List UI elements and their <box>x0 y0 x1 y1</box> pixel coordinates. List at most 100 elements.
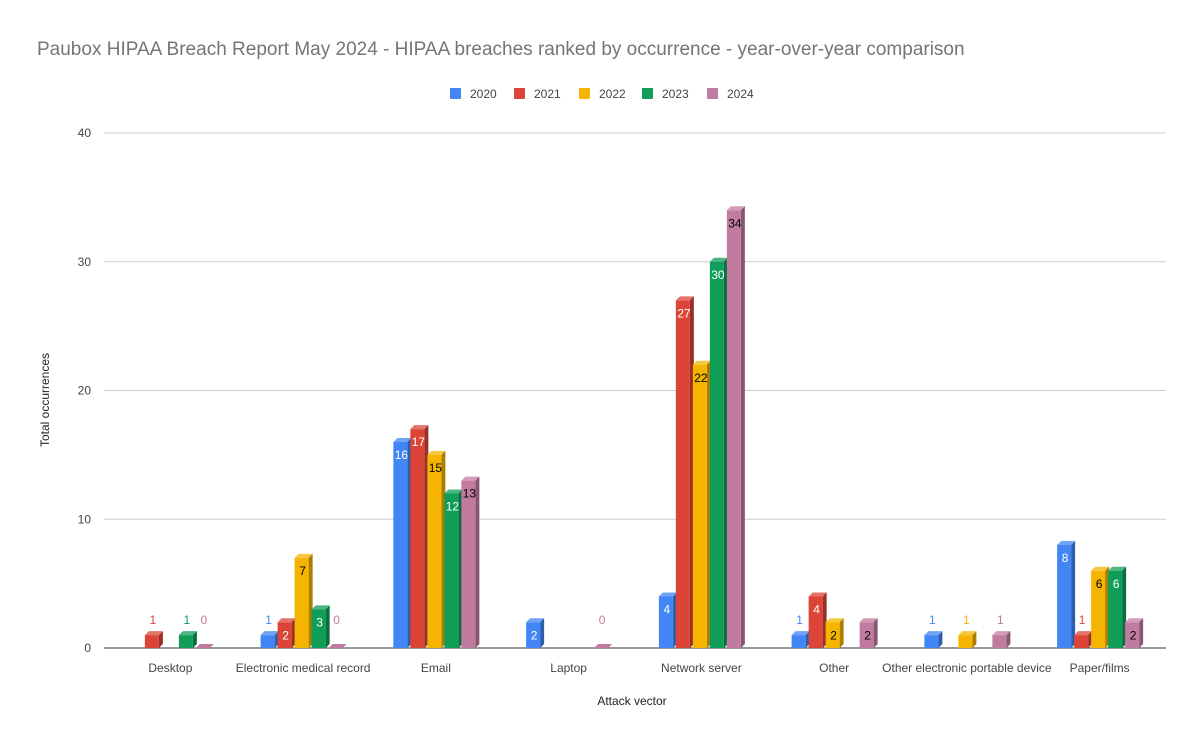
bar: 4 <box>808 592 827 648</box>
data-label: 6 <box>1113 577 1120 591</box>
legend-label: 2020 <box>470 87 497 101</box>
bar: 30 <box>709 257 728 648</box>
legend-label: 2021 <box>534 87 561 101</box>
data-label: 0 <box>333 613 340 627</box>
bar-face <box>726 210 741 648</box>
bar-face <box>526 622 541 648</box>
data-label: 7 <box>299 564 306 578</box>
bar-face <box>461 480 476 648</box>
bar: 1 <box>791 613 810 648</box>
bar-top <box>260 631 279 636</box>
bar-top <box>709 257 728 262</box>
bar-face <box>410 429 425 648</box>
bar-side <box>192 631 197 648</box>
bar-top <box>1108 566 1127 571</box>
bar: 6 <box>1091 566 1110 648</box>
bar: 17 <box>410 425 429 648</box>
bar: 1 <box>144 613 163 648</box>
bar-top <box>328 644 347 648</box>
x-tick-label: Email <box>421 661 451 675</box>
bar-face <box>825 622 840 648</box>
bar: 16 <box>393 438 412 648</box>
y-tick-label: 10 <box>78 512 92 526</box>
bar: 4 <box>658 592 677 648</box>
bar-face <box>958 635 973 648</box>
bar-top <box>992 631 1011 636</box>
y-axis-ticks: 0 10 20 30 40 <box>78 126 92 655</box>
bar-top <box>294 553 313 558</box>
data-label: 2 <box>282 628 289 642</box>
bar: 27 <box>675 296 694 648</box>
x-tick-label: Laptop <box>550 661 587 675</box>
bar-face <box>444 493 459 648</box>
bar-top <box>859 618 878 623</box>
x-tick-label: Other <box>819 661 849 675</box>
bar: 1 <box>1074 613 1093 648</box>
y-tick-label: 0 <box>84 641 91 655</box>
bar-face <box>859 622 874 648</box>
bar-face <box>260 635 275 648</box>
bar-top <box>410 425 429 430</box>
bar-top <box>1074 631 1093 636</box>
legend-label: 2022 <box>599 87 626 101</box>
data-label: 34 <box>728 216 742 230</box>
bar-top <box>1091 566 1110 571</box>
bar-top <box>808 592 827 597</box>
bar-side <box>1006 631 1011 648</box>
bar-face <box>1074 635 1089 648</box>
bar-top <box>958 631 977 636</box>
bar-side <box>972 631 977 648</box>
bar: 1 <box>178 613 197 648</box>
bar-side <box>873 618 878 648</box>
x-tick-label: Desktop <box>148 661 192 675</box>
bar: 13 <box>461 476 480 648</box>
bar-face <box>791 635 806 648</box>
bar-face <box>1091 570 1106 648</box>
data-label: 22 <box>694 371 708 385</box>
data-label: 2 <box>830 628 837 642</box>
bar-top <box>924 631 943 636</box>
bar: 2 <box>1125 618 1144 648</box>
bar-side <box>839 618 844 648</box>
bar-top <box>658 592 677 597</box>
bar-top <box>144 631 163 636</box>
bar-top <box>178 631 197 636</box>
bar-face <box>1057 545 1072 648</box>
data-label: 8 <box>1062 551 1069 565</box>
bar-side <box>325 605 330 648</box>
bar-top <box>675 296 694 301</box>
x-tick-label: Paper/films <box>1070 661 1130 675</box>
x-tick-label: Network server <box>661 661 742 675</box>
data-label: 3 <box>316 615 323 629</box>
x-axis-ticks: Desktop Electronic medical record Email Lap… <box>148 661 1129 675</box>
legend-swatch <box>642 88 653 99</box>
data-label: 1 <box>929 613 936 627</box>
y-tick-label: 30 <box>78 255 92 269</box>
data-label: 1 <box>265 613 272 627</box>
bar: 1 <box>924 613 943 648</box>
data-label: 1 <box>184 613 191 627</box>
legend-swatch <box>579 88 590 99</box>
bar: 1 <box>992 613 1011 648</box>
bar: 2 <box>526 618 545 648</box>
data-label: 2 <box>531 628 538 642</box>
x-tick-label: Electronic medical record <box>236 661 371 675</box>
data-label: 0 <box>201 613 208 627</box>
legend-swatch <box>707 88 718 99</box>
x-axis-title: Attack vector <box>597 694 666 708</box>
legend: 2020 2021 2022 2023 2024 <box>450 87 754 101</box>
data-label: 27 <box>677 306 691 320</box>
bar-side <box>475 476 480 648</box>
data-label: 1 <box>1079 613 1086 627</box>
bar-face <box>294 557 309 648</box>
bar: 15 <box>427 450 446 648</box>
bar-top <box>594 644 613 648</box>
bar: 34 <box>726 206 745 648</box>
y-tick-label: 40 <box>78 126 92 140</box>
bar-top <box>427 450 446 455</box>
bar: 1 <box>260 613 279 648</box>
bar-face <box>692 364 707 648</box>
data-label: 4 <box>664 603 671 617</box>
